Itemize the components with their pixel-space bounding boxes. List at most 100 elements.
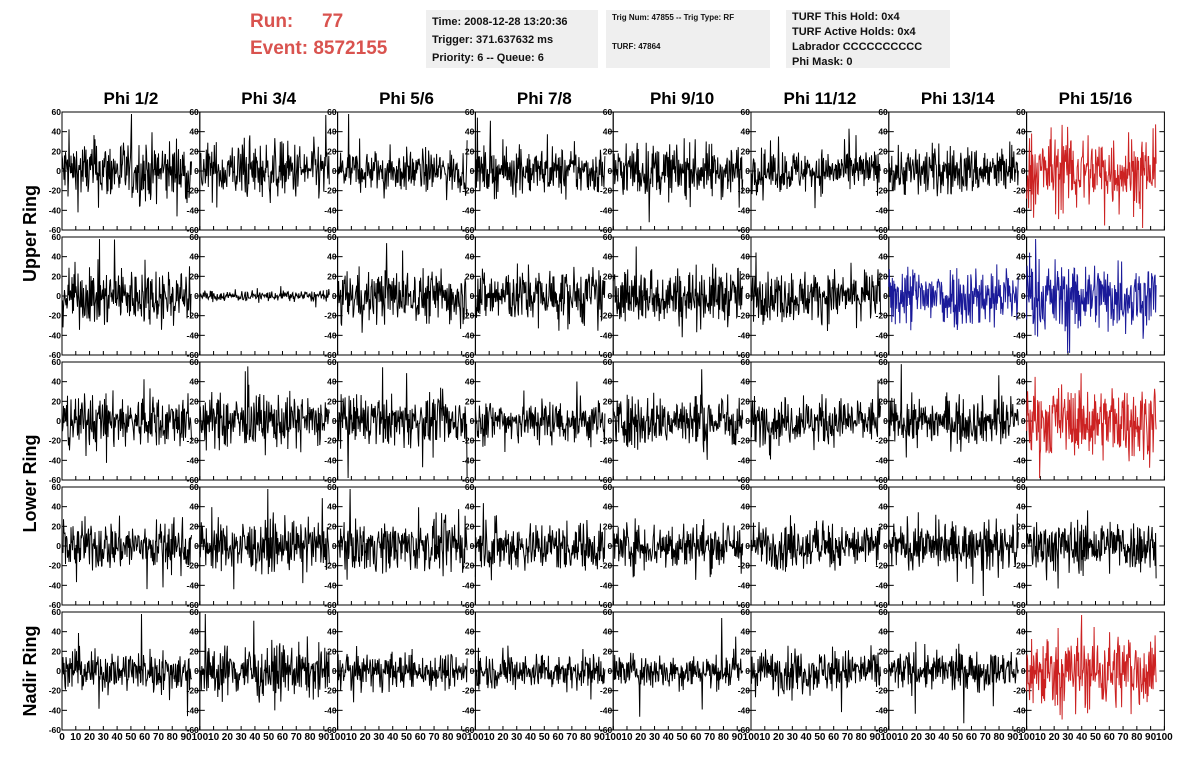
y-tick-label: 20 — [189, 521, 199, 531]
y-tick-label: 40 — [741, 252, 751, 262]
y-tick-label: -40 — [462, 580, 475, 590]
x-tick-label: 20 — [360, 732, 372, 743]
y-tick-label: 0 — [470, 541, 475, 551]
y-tick-label: 60 — [327, 482, 337, 492]
y-tick-label: -20 — [1013, 686, 1026, 696]
y-tick-label: 60 — [189, 357, 199, 367]
y-tick-label: -60 — [738, 225, 751, 235]
y-tick-label: 20 — [465, 646, 475, 656]
y-tick-label: 40 — [327, 627, 337, 637]
y-tick-label: -60 — [187, 225, 200, 235]
y-tick-label: 40 — [603, 627, 613, 637]
y-tick-label: 60 — [189, 232, 199, 242]
y-tick-label: 0 — [56, 291, 61, 301]
y-tick-label: 20 — [1016, 396, 1026, 406]
y-tick-label: -60 — [187, 475, 200, 485]
y-tick-label: 40 — [603, 377, 613, 387]
y-tick-label: 20 — [741, 146, 751, 156]
x-tick-label: 70 — [566, 732, 578, 743]
waveform-trace — [474, 503, 606, 581]
y-tick-label: 20 — [52, 521, 62, 531]
y-tick-label: 40 — [327, 377, 337, 387]
y-tick-label: 0 — [1021, 541, 1026, 551]
y-tick-label: 40 — [878, 377, 888, 387]
y-tick-label: 0 — [607, 291, 612, 301]
y-tick-label: -40 — [738, 705, 751, 715]
y-tick-label: -20 — [49, 686, 62, 696]
y-tick-label: -20 — [462, 311, 475, 321]
x-tick-label: 30 — [787, 732, 799, 743]
y-tick-label: 60 — [52, 232, 62, 242]
x-tick-label: 100 — [743, 732, 760, 743]
y-tick-label: 60 — [603, 607, 613, 617]
y-tick-label: -20 — [876, 186, 889, 196]
y-tick-label: -40 — [738, 330, 751, 340]
y-tick-label: 20 — [52, 646, 62, 656]
y-tick-label: 60 — [878, 482, 888, 492]
y-tick-label: 0 — [470, 416, 475, 426]
y-tick-label: 0 — [56, 666, 61, 676]
turf-this-hold-line: TURF This Hold: 0x4 — [792, 11, 900, 23]
y-tick-label: 40 — [327, 502, 337, 512]
waveform-trace — [61, 113, 192, 217]
x-tick-label: 80 — [304, 732, 316, 743]
x-tick-label: 20 — [222, 732, 234, 743]
y-tick-label: -20 — [187, 311, 200, 321]
y-tick-label: -20 — [187, 436, 200, 446]
y-tick-label: -40 — [1013, 580, 1026, 590]
y-tick-label: 40 — [465, 252, 475, 262]
y-tick-label: 60 — [465, 357, 475, 367]
y-tick-label: 20 — [465, 271, 475, 281]
y-tick-label: -20 — [324, 436, 337, 446]
y-tick-label: -20 — [324, 686, 337, 696]
y-tick-label: -20 — [738, 311, 751, 321]
waveform-trace — [199, 286, 330, 308]
y-tick-label: 0 — [1021, 166, 1026, 176]
x-tick-label: 50 — [539, 732, 551, 743]
x-tick-label: 60 — [553, 732, 565, 743]
y-tick-label: -40 — [187, 580, 200, 590]
waveform-trace — [61, 515, 192, 590]
y-tick-label: -40 — [600, 580, 613, 590]
y-tick-label: 0 — [194, 166, 199, 176]
x-tick-label: 100 — [329, 732, 346, 743]
y-tick-label: 60 — [603, 482, 613, 492]
y-tick-label: 40 — [327, 127, 337, 137]
y-tick-label: 0 — [470, 166, 475, 176]
y-tick-label: -20 — [187, 186, 200, 196]
y-tick-label: -20 — [600, 686, 613, 696]
y-tick-label: -60 — [738, 725, 751, 735]
y-tick-label: 60 — [189, 607, 199, 617]
waveform-trace — [612, 138, 744, 223]
y-tick-label: -60 — [49, 725, 62, 735]
y-tick-label: 40 — [1016, 377, 1026, 387]
y-tick-label: -20 — [876, 311, 889, 321]
y-tick-label: 40 — [52, 377, 62, 387]
y-tick-label: 60 — [1016, 357, 1026, 367]
x-tick-label: 20 — [84, 732, 96, 743]
waveform-trace — [750, 379, 881, 460]
y-tick-label: -20 — [324, 561, 337, 571]
y-tick-label: -40 — [738, 580, 751, 590]
y-tick-label: 40 — [1016, 502, 1026, 512]
x-tick-label: 80 — [580, 732, 592, 743]
y-tick-label: 0 — [1021, 291, 1026, 301]
y-tick-label: -60 — [324, 350, 337, 360]
event-value: 8572155 — [313, 38, 388, 59]
x-tick-label: 30 — [373, 732, 385, 743]
ring-label: Upper Ring — [20, 185, 40, 282]
waveform-trace — [337, 243, 468, 333]
y-tick-label: -60 — [1013, 350, 1026, 360]
y-tick-label: 60 — [465, 482, 475, 492]
y-tick-label: -20 — [49, 311, 62, 321]
waveform-trace — [199, 366, 330, 456]
x-tick-label: 100 — [467, 732, 484, 743]
waveform-trace — [1026, 238, 1157, 354]
y-tick-label: 0 — [607, 541, 612, 551]
y-tick-label: -60 — [600, 350, 613, 360]
y-tick-label: -60 — [187, 600, 200, 610]
y-tick-label: 0 — [332, 541, 337, 551]
time-line: Time: 2008-12-28 13:20:36 — [432, 16, 568, 28]
x-tick-label: 80 — [718, 732, 730, 743]
y-tick-label: 20 — [741, 521, 751, 531]
